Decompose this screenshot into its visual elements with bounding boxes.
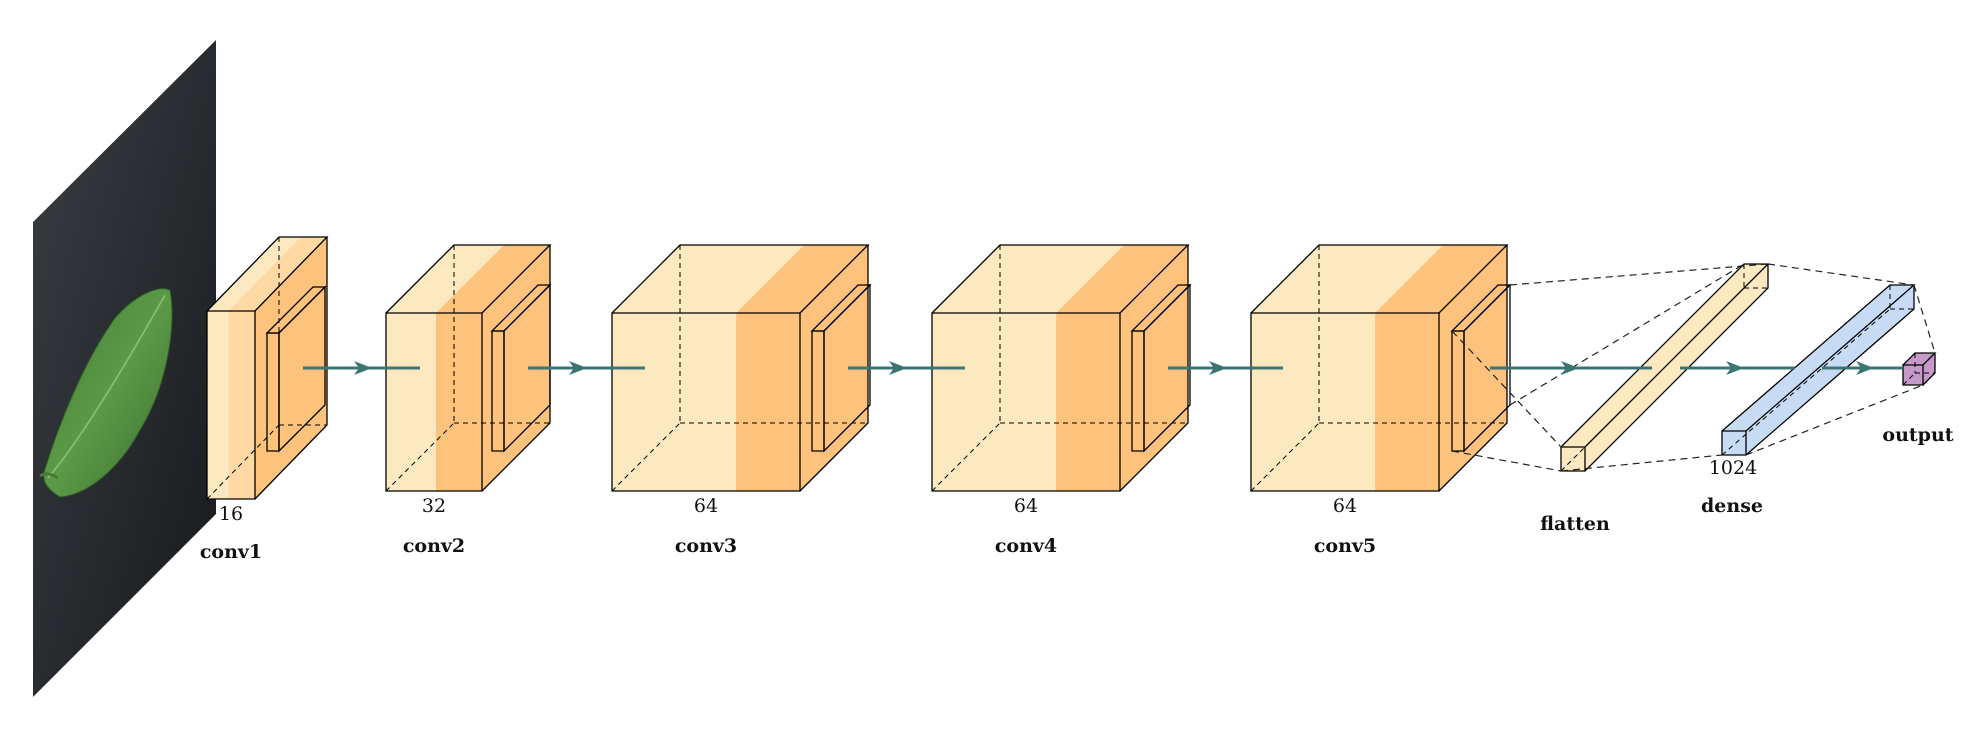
conv4-label: conv4 [995,535,1057,557]
conv4-block [931,244,1190,492]
conv5-block [1250,244,1509,492]
conv4-dimension-label: 64 [1014,495,1038,517]
conv5-label: conv5 [1314,535,1376,557]
connector-line [1509,263,1745,406]
output-label: output [1882,424,1953,446]
input-image [33,40,216,697]
connector-line [1560,454,1723,472]
conv1-relu-slab [265,285,327,453]
dense-label: dense [1701,495,1763,517]
dense-block [1721,284,1916,456]
dense-dimension-label: 1024 [1709,457,1757,479]
conv5-dimension-label: 64 [1333,495,1357,517]
conv3-dimension-label: 64 [694,495,718,517]
connector-line [1451,450,1562,472]
conv2-dimension-label: 32 [422,495,446,517]
connector-line [1745,384,1924,456]
conv3-relu-slab [810,283,872,453]
leaf-image-icon [39,288,173,498]
conv3-label: conv3 [675,535,737,557]
conv1-dimension-label: 16 [219,503,243,525]
conv4-relu-slab [1130,283,1192,453]
conv2-label: conv2 [403,535,465,557]
conv2-block [385,244,552,492]
connector-line [1767,263,1915,286]
conv1-label: conv1 [200,541,262,563]
conv3-block [611,244,870,492]
connector-line [1913,284,1936,354]
flatten-label: flatten [1540,513,1610,535]
conv2-relu-slab [490,283,552,453]
flatten-block [1560,263,1770,472]
output-block [1902,352,1937,386]
connector-line [1451,330,1562,448]
